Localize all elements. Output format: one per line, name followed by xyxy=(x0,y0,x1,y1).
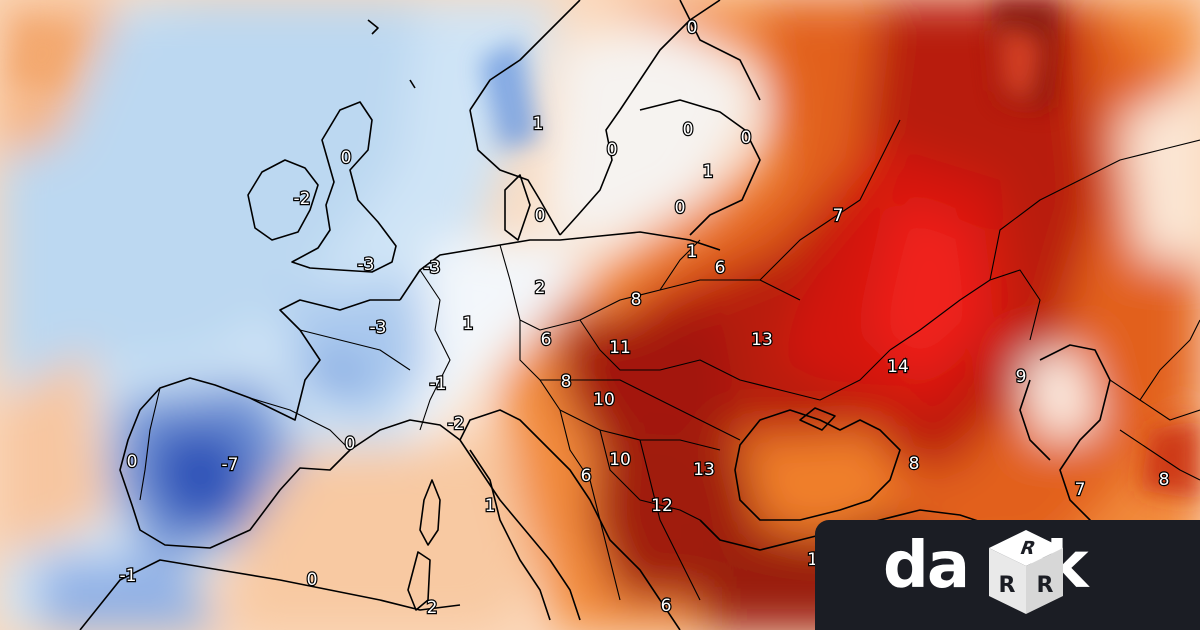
value-label-switzerland: -1 xyxy=(430,374,447,394)
value-label-bulgaria: 12 xyxy=(651,496,673,516)
value-label-russia-s: 14 xyxy=(887,357,909,377)
value-label-caucasus: 7 xyxy=(1075,480,1086,500)
coastlines xyxy=(79,0,1111,630)
value-label-scotland: 0 xyxy=(341,148,352,168)
anomaly-detail xyxy=(10,0,1200,500)
value-label-ireland: -2 xyxy=(294,189,311,209)
value-label-slovakia: 11 xyxy=(609,338,631,358)
value-label-iberia-w: 0 xyxy=(127,452,138,472)
value-label-baltic-0: 0 xyxy=(675,198,686,218)
value-label-serbia: 10 xyxy=(609,450,631,470)
value-label-scandi-n: 1 xyxy=(533,114,544,134)
value-label-denmark: 0 xyxy=(535,206,546,226)
country-borders xyxy=(139,119,1200,601)
value-label-ukraine: 13 xyxy=(751,330,773,350)
value-label-tunisia: 2 xyxy=(427,598,438,618)
value-label-iberia-c: -7 xyxy=(222,455,239,475)
value-label-caspian: 9 xyxy=(1016,367,1027,387)
value-label-italy-n: -2 xyxy=(448,414,465,434)
value-label-france: -3 xyxy=(370,318,387,338)
value-label-iberia-e: 0 xyxy=(345,434,356,454)
dice-letter-left: R xyxy=(999,573,1016,598)
value-label-germany-n: 2 xyxy=(535,278,546,298)
value-label-black-sea: 8 xyxy=(909,454,920,474)
value-label-kazakh: 8 xyxy=(1159,470,1170,490)
value-label-england: -3 xyxy=(358,255,375,275)
value-label-croatia: 6 xyxy=(581,466,592,486)
dice-icon: R R R xyxy=(989,530,1063,614)
value-label-poland: 8 xyxy=(631,290,642,310)
value-label-poland-n: 1 xyxy=(687,242,698,262)
value-label-germany-w: 1 xyxy=(463,314,474,334)
value-label-italy-c: 1 xyxy=(485,496,496,516)
value-label-baltic-1: 1 xyxy=(703,162,714,182)
value-label-iceland-n: 0 xyxy=(687,18,698,38)
value-label-belarus: 6 xyxy=(715,258,726,278)
value-label-greece: 6 xyxy=(661,596,672,616)
value-label-finland-e: 0 xyxy=(741,128,752,148)
value-label-hungary: 10 xyxy=(593,390,615,410)
dice-letter-right: R xyxy=(1037,573,1054,598)
value-label-czech: 6 xyxy=(541,330,552,350)
value-label-sweden: 0 xyxy=(607,140,618,160)
value-label-finland-sw: 0 xyxy=(683,120,694,140)
logo-text-left: da xyxy=(883,529,970,603)
value-label-benelux: -3 xyxy=(424,258,441,278)
value-label-austria: 8 xyxy=(561,372,572,392)
value-label-algeria: 0 xyxy=(307,570,318,590)
brand-logo-panel[interactable]: daik R R R xyxy=(815,520,1200,630)
value-label-morocco: -1 xyxy=(120,566,137,586)
value-label-russia-w: 7 xyxy=(833,206,844,226)
value-label-romania: 13 xyxy=(693,460,715,480)
